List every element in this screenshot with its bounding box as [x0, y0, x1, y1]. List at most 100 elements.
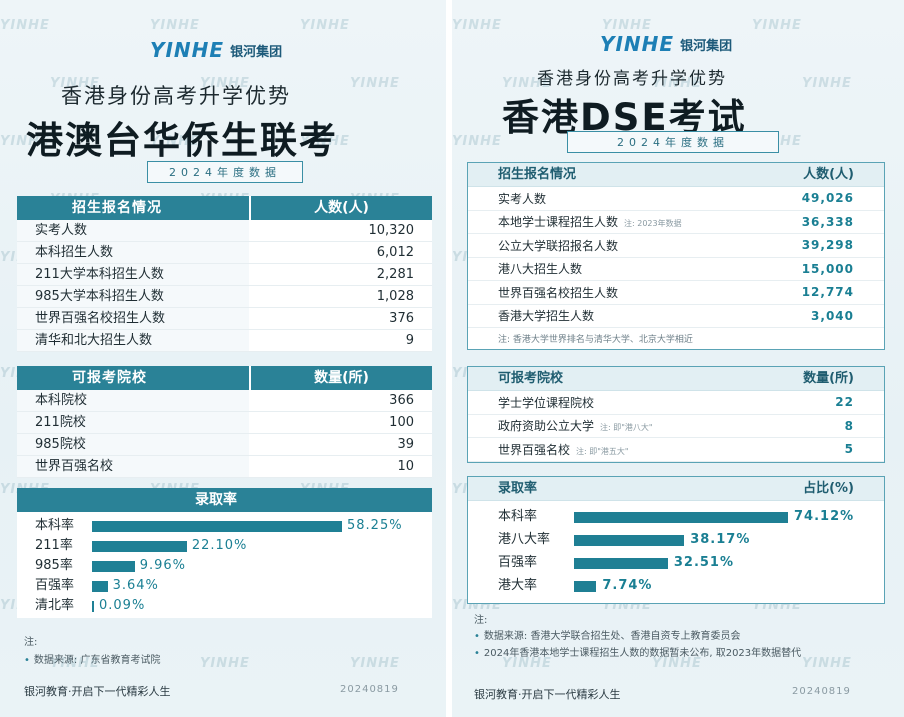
note-item: • 数据来源: 广东省教育考试院	[24, 651, 160, 666]
header-label: 可报考院校	[498, 371, 564, 386]
logo-text: 银河集团	[230, 44, 283, 60]
table-header: 招生报名情况 人数(人)	[17, 196, 432, 220]
row-label: 211院校	[17, 412, 249, 433]
rate-chart: 录取率 占比(%) 本科率 74.12% 港八大率 38.17% 百强率 32.51% 港大…	[467, 476, 885, 604]
table-row: 世界百强名校 注: 即"港五大" 5	[468, 438, 884, 462]
note-item: • 2024年香港本地学士课程招生人数的数据暂未公布, 取2023年数据替代	[474, 644, 884, 659]
row-value: 3,040	[811, 308, 854, 323]
row-label: 世界百强名校	[17, 456, 249, 477]
rate-row: 211率 22.10%	[17, 536, 432, 556]
rate-label: 本科率	[35, 518, 75, 533]
rate-bar	[92, 581, 108, 592]
watermark-text: YINHE	[350, 76, 400, 91]
rate-bar	[574, 512, 788, 523]
rate-header: 录取率	[17, 488, 432, 512]
row-value: 2,281	[376, 267, 414, 282]
header-label: 招生报名情况	[498, 167, 577, 182]
header-label: 可报考院校	[72, 370, 147, 386]
rate-value: 32.51%	[673, 555, 735, 570]
table-row: 世界百强名校招生人数 12,774	[468, 281, 884, 305]
watermark-text: YINHE	[300, 18, 350, 33]
rate-row: 985率 9.96%	[17, 556, 432, 576]
row-label: 985院校	[17, 434, 249, 455]
table-footnote: 注: 香港大学世界排名与清华大学、北京大学相近	[498, 335, 693, 345]
rate-bar	[574, 558, 668, 569]
row-label: 实考人数	[17, 220, 249, 241]
watermark-text: YINHE	[752, 18, 802, 33]
note-title: 注:	[24, 637, 38, 648]
row-label-group: 世界百强名校招生人数	[498, 284, 618, 301]
header-value: 占比(%)	[803, 481, 854, 496]
row-value: 22	[835, 395, 854, 410]
row-label: 世界百强名校	[498, 442, 571, 457]
row-label: 香港大学招生人数	[498, 309, 595, 324]
row-value: 9	[405, 333, 414, 348]
row-value: 36,338	[801, 214, 854, 229]
table-row: 211大学本科招生人数 2,281	[17, 264, 432, 286]
footer-slogan: 银河教育·开启下一代精彩人生	[474, 688, 621, 701]
watermark-text: YINHE	[0, 134, 50, 149]
subtitle: 香港身份高考升学优势	[537, 69, 727, 89]
rate-label: 本科率	[498, 509, 538, 524]
watermark-text: YINHE	[150, 18, 200, 33]
row-label-group: 港八大招生人数	[498, 260, 582, 277]
table-row: 世界百强名校 10	[17, 456, 432, 478]
bullet-icon: •	[24, 655, 30, 666]
enroll-table: 招生报名情况 人数(人) 实考人数 10,320 本科招生人数 6,012 211大学本…	[17, 196, 432, 352]
row-value: 100	[389, 415, 414, 430]
rate-label: 211率	[35, 538, 73, 553]
rate-row: 本科率 74.12%	[468, 507, 884, 530]
row-value: 10,320	[368, 223, 415, 238]
row-value: 376	[389, 311, 414, 326]
watermark-text: YINHE	[502, 76, 552, 91]
logo-mark: YINHE	[150, 38, 225, 62]
header-value: 人数(人)	[803, 167, 854, 182]
row-label: 港八大招生人数	[498, 262, 583, 277]
table-row: 实考人数 10,320	[17, 220, 432, 242]
watermark-text: YINHE	[200, 656, 250, 671]
watermark-text: YINHE	[602, 18, 652, 33]
watermark-text: YINHE	[300, 134, 350, 149]
row-value: 6,012	[376, 245, 414, 260]
rate-header: 录取率 占比(%)	[468, 477, 884, 501]
table-row: 本科院校 366	[17, 390, 432, 412]
rate-value: 74.12%	[794, 509, 855, 524]
row-label: 实考人数	[498, 191, 547, 206]
row-label: 学士学位课程院校	[498, 395, 595, 410]
watermark-text: YINHE	[802, 76, 852, 91]
rate-label: 985率	[35, 558, 73, 573]
logo-text: 银河集团	[680, 38, 733, 54]
date-stamp: 20240819	[792, 686, 851, 697]
rate-label: 港八大率	[498, 532, 551, 547]
table-row: 985大学本科招生人数 1,028	[17, 286, 432, 308]
watermark-text: YINHE	[652, 656, 702, 671]
table-header: 可报考院校 数量(所)	[468, 367, 884, 391]
table-row: 学士学位课程院校 22	[468, 391, 884, 415]
watermark-text: YINHE	[50, 656, 100, 671]
rate-value: 22.10%	[191, 538, 248, 553]
rate-row: 清北率 0.09%	[17, 596, 432, 616]
row-label: 211大学本科招生人数	[17, 264, 249, 285]
rate-label: 清北率	[35, 598, 75, 613]
rate-bar	[92, 561, 135, 572]
row-value: 39	[397, 437, 414, 452]
table-row: 港八大招生人数 15,000	[468, 258, 884, 281]
year-label: 2024年度数据	[147, 161, 303, 183]
table-row: 世界百强名校招生人数 376	[17, 308, 432, 330]
bullet-icon: •	[474, 648, 480, 659]
row-value: 49,026	[801, 191, 854, 206]
note-text: 数据来源: 香港大学联合招生处、香港自资专上教育委员会	[483, 631, 741, 642]
row-label: 本地学士课程招生人数	[498, 215, 619, 230]
row-note: 注: 即"港八大"	[600, 423, 653, 433]
rate-value: 7.74%	[602, 578, 653, 593]
rate-row: 百强率 3.64%	[17, 576, 432, 596]
bullet-icon: •	[474, 631, 480, 642]
rate-value: 58.25%	[347, 518, 403, 533]
watermark-text: YINHE	[802, 656, 852, 671]
row-value: 1,028	[376, 289, 414, 304]
watermark-text: YINHE	[652, 76, 702, 91]
row-label: 公立大学联招报名人数	[498, 238, 619, 253]
rate-bar	[92, 521, 342, 532]
logo: YINHE 银河集团	[600, 32, 732, 56]
table-header: 可报考院校 数量(所)	[17, 366, 432, 390]
